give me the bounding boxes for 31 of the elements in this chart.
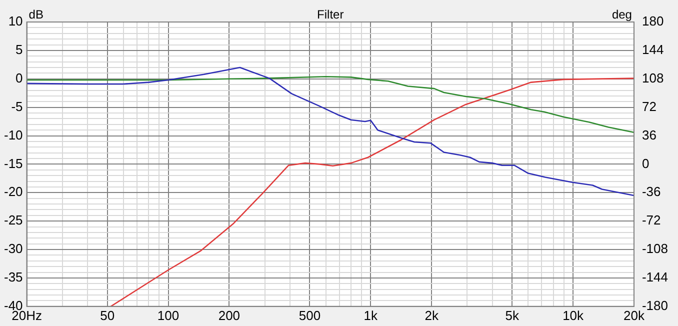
y-tick-label: -25: [4, 212, 23, 228]
y-tick-label: -5: [11, 98, 23, 114]
y-tick-label: -10: [4, 127, 23, 142]
y2-tick-label: -72: [642, 212, 661, 228]
x-tick-label: 2k: [424, 308, 439, 323]
y2-tick-label: 144: [642, 42, 664, 58]
y-tick-label: 0: [16, 70, 23, 86]
y2-tick-label: 36: [642, 127, 656, 142]
x-tick-label: 500: [298, 308, 321, 323]
y-tick-label: -20: [4, 184, 23, 200]
y2-tick-label: 180: [642, 14, 664, 29]
x-tick-label: 50: [100, 308, 115, 323]
x-tick-label: 1k: [364, 308, 378, 323]
y2-tick-label: -36: [642, 184, 661, 200]
chart-title: Filter: [317, 7, 344, 22]
y-tick-label: -35: [4, 270, 23, 285]
x-tick-label: 100: [157, 308, 180, 323]
y2-axis-title: deg: [612, 7, 632, 22]
y2-tick-label: -144: [642, 270, 668, 285]
y-tick-label: 5: [16, 42, 23, 58]
y2-tick-label: 0: [642, 156, 650, 171]
y2-tick-label: 108: [642, 70, 664, 86]
y-tick-label: -30: [4, 241, 23, 256]
x-tick-label: 200: [218, 308, 240, 323]
y-tick-label: -15: [4, 156, 23, 171]
y2-tick-label: 72: [642, 98, 656, 114]
x-tick-label: 10k: [562, 308, 584, 323]
y-axis-title: dB: [28, 7, 44, 22]
y-tick-label: 10: [8, 14, 23, 29]
y2-tick-label: -108: [642, 241, 668, 256]
x-tick-label: 5k: [505, 308, 520, 323]
